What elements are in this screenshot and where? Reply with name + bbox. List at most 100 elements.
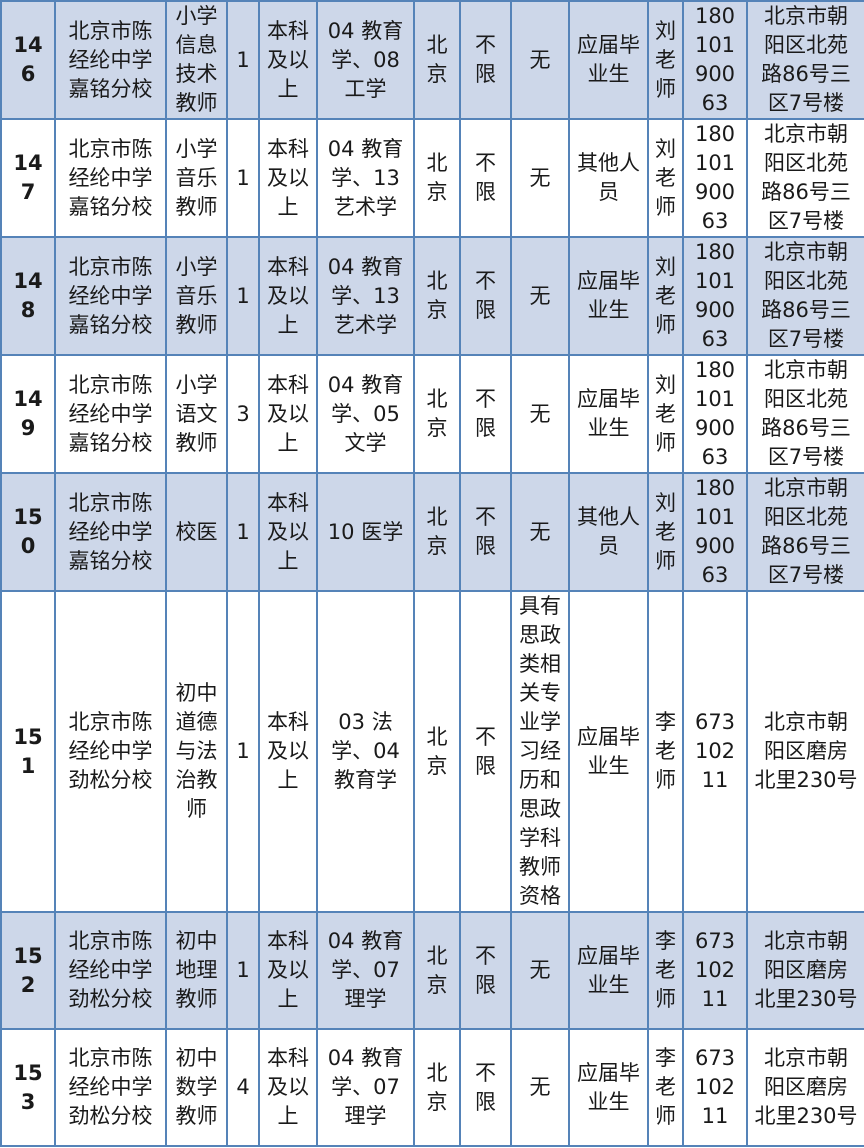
- cell-household: 不限: [459, 911, 512, 1030]
- table-row: 153 北京市陈经纶中学劲松分校 初中数学教师 4 本科及以上 04 教育学、07 理学北…: [0, 1028, 864, 1147]
- cell-phone: 18010190063: [682, 354, 748, 474]
- cell-household: 不限: [459, 354, 512, 474]
- cell-id: 150: [0, 472, 56, 592]
- cell-major: 03 法学、04 教育学: [316, 590, 415, 913]
- cell-position: 小学音乐教师: [165, 236, 228, 356]
- cell-address: 北京市朝阳区磨房北里230号: [746, 590, 864, 913]
- cell-contact: 刘老师: [647, 118, 684, 238]
- cell-city: 北京: [413, 118, 461, 238]
- cell-category: 应届毕业生: [568, 590, 649, 913]
- cell-phone: 18010190063: [682, 236, 748, 356]
- cell-id: 153: [0, 1028, 56, 1147]
- cell-count: 1: [226, 0, 260, 120]
- cell-contact: 李老师: [647, 1028, 684, 1147]
- cell-education: 本科及以上: [258, 354, 318, 474]
- cell-education: 本科及以上: [258, 472, 318, 592]
- cell-category: 其他人员: [568, 472, 649, 592]
- cell-count: 4: [226, 1028, 260, 1147]
- cell-household: 不限: [459, 236, 512, 356]
- cell-id: 148: [0, 236, 56, 356]
- cell-count: 1: [226, 472, 260, 592]
- cell-city: 北京: [413, 236, 461, 356]
- cell-contact: 刘老师: [647, 354, 684, 474]
- cell-household: 不限: [459, 590, 512, 913]
- cell-id: 147: [0, 118, 56, 238]
- cell-school: 北京市陈经纶中学劲松分校: [54, 1028, 167, 1147]
- table-row: 150 北京市陈经纶中学嘉铭分校 校医 1 本科及以上 10 医学 北京 不限无其他人员 刘老师…: [0, 472, 864, 592]
- cell-position: 初中地理教师: [165, 911, 228, 1030]
- cell-position: 初中数学教师: [165, 1028, 228, 1147]
- cell-city: 北京: [413, 472, 461, 592]
- cell-count: 3: [226, 354, 260, 474]
- cell-position: 小学语文教师: [165, 354, 228, 474]
- cell-school: 北京市陈经纶中学嘉铭分校: [54, 354, 167, 474]
- cell-position: 校医: [165, 472, 228, 592]
- cell-city: 北京: [413, 911, 461, 1030]
- cell-address: 北京市朝阳区磨房北里230号: [746, 911, 864, 1030]
- table-row: 152 北京市陈经纶中学劲松分校 初中地理教师 1 本科及以上 04 教育学、07 理学北…: [0, 911, 864, 1030]
- table-row: 148 北京市陈经纶中学嘉铭分校 小学音乐教师 1 本科及以上 04 教育学、13 艺术学…: [0, 236, 864, 356]
- cell-position: 初中道德与法治教师: [165, 590, 228, 913]
- cell-phone: 67310211: [682, 911, 748, 1030]
- cell-major: 04 教育学、13 艺术学: [316, 118, 415, 238]
- cell-phone: 18010190063: [682, 472, 748, 592]
- cell-school: 北京市陈经纶中学嘉铭分校: [54, 118, 167, 238]
- cell-address: 北京市朝阳区北苑路86号三区7号楼: [746, 354, 864, 474]
- table-row: 149 北京市陈经纶中学嘉铭分校 小学语文教师 3 本科及以上 04 教育学、05 文学北…: [0, 354, 864, 474]
- cell-household: 不限: [459, 472, 512, 592]
- cell-contact: 刘老师: [647, 236, 684, 356]
- cell-requirement: 无: [510, 354, 570, 474]
- cell-category: 应届毕业生: [568, 354, 649, 474]
- cell-count: 1: [226, 236, 260, 356]
- cell-education: 本科及以上: [258, 1028, 318, 1147]
- cell-phone: 18010190063: [682, 0, 748, 120]
- cell-count: 1: [226, 911, 260, 1030]
- cell-requirement: 无: [510, 0, 570, 120]
- cell-address: 北京市朝阳区北苑路86号三区7号楼: [746, 118, 864, 238]
- cell-id: 149: [0, 354, 56, 474]
- cell-city: 北京: [413, 1028, 461, 1147]
- cell-school: 北京市陈经纶中学嘉铭分校: [54, 0, 167, 120]
- cell-address: 北京市朝阳区北苑路86号三区7号楼: [746, 0, 864, 120]
- cell-phone: 67310211: [682, 590, 748, 913]
- cell-education: 本科及以上: [258, 0, 318, 120]
- cell-major: 04 教育学、07 理学: [316, 911, 415, 1030]
- cell-id: 152: [0, 911, 56, 1030]
- table-row: 147 北京市陈经纶中学嘉铭分校 小学音乐教师 1 本科及以上 04 教育学、13 艺术学…: [0, 118, 864, 238]
- cell-requirement: 无: [510, 911, 570, 1030]
- cell-requirement: 无: [510, 1028, 570, 1147]
- cell-category: 应届毕业生: [568, 1028, 649, 1147]
- cell-category: 其他人员: [568, 118, 649, 238]
- cell-category: 应届毕业生: [568, 0, 649, 120]
- cell-phone: 18010190063: [682, 118, 748, 238]
- cell-city: 北京: [413, 590, 461, 913]
- cell-city: 北京: [413, 354, 461, 474]
- cell-requirement: 无: [510, 472, 570, 592]
- cell-address: 北京市朝阳区北苑路86号三区7号楼: [746, 472, 864, 592]
- table-row: 146 北京市陈经纶中学嘉铭分校 小学信息技术教师 1 本科及以上 04 教育学、08 工…: [0, 0, 864, 120]
- cell-contact: 李老师: [647, 911, 684, 1030]
- cell-position: 小学音乐教师: [165, 118, 228, 238]
- cell-education: 本科及以上: [258, 911, 318, 1030]
- cell-school: 北京市陈经纶中学劲松分校: [54, 911, 167, 1030]
- cell-contact: 刘老师: [647, 472, 684, 592]
- cell-requirement: 无: [510, 236, 570, 356]
- cell-requirement: 具有思政类相关专业学习经历和思政学科教师资格: [510, 590, 570, 913]
- cell-major: 04 教育学、13 艺术学: [316, 236, 415, 356]
- cell-major: 04 教育学、08 工学: [316, 0, 415, 120]
- cell-category: 应届毕业生: [568, 236, 649, 356]
- cell-id: 146: [0, 0, 56, 120]
- cell-contact: 李老师: [647, 590, 684, 913]
- cell-household: 不限: [459, 1028, 512, 1147]
- cell-education: 本科及以上: [258, 236, 318, 356]
- cell-city: 北京: [413, 0, 461, 120]
- cell-major: 04 教育学、05 文学: [316, 354, 415, 474]
- cell-major: 10 医学: [316, 472, 415, 592]
- cell-school: 北京市陈经纶中学嘉铭分校: [54, 236, 167, 356]
- cell-major: 04 教育学、07 理学: [316, 1028, 415, 1147]
- cell-contact: 刘老师: [647, 0, 684, 120]
- cell-education: 本科及以上: [258, 118, 318, 238]
